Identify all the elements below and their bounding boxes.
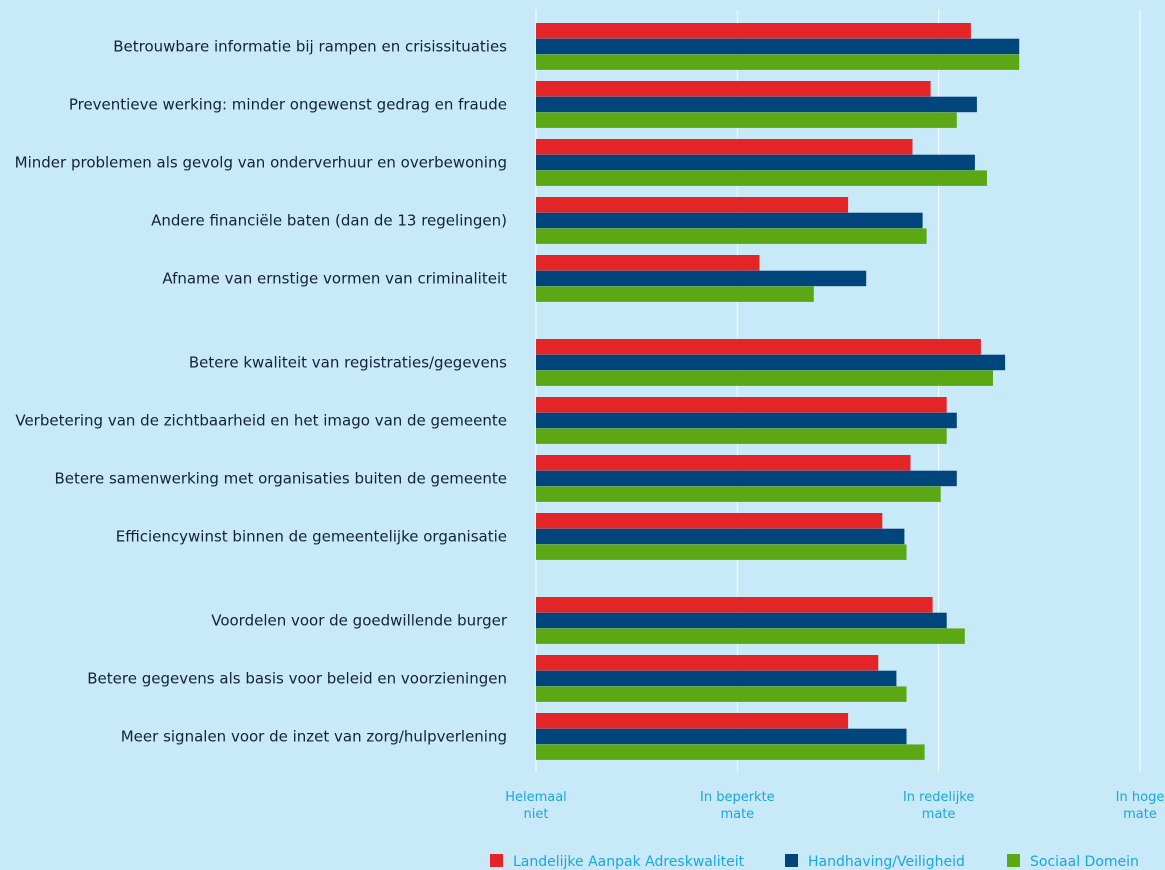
category-label-8: Betere samenwerking met organisaties bui… bbox=[55, 469, 508, 487]
tick-label-2-line-1: In beperkte bbox=[700, 790, 775, 805]
bar-1-category-12 bbox=[536, 713, 849, 729]
bar-3-category-12 bbox=[536, 744, 925, 760]
legend-label-1: Landelijke Aanpak Adreskwaliteit bbox=[513, 854, 745, 870]
bar-3-category-4 bbox=[536, 228, 927, 244]
tick-label-1-line-1: Helemaal bbox=[505, 790, 567, 805]
bar-1-category-8 bbox=[536, 455, 911, 471]
category-labels: Betrouwbare informatie bij rampen en cri… bbox=[15, 38, 508, 746]
bar-3-category-2 bbox=[536, 112, 957, 128]
bar-1-category-2 bbox=[536, 81, 931, 97]
bar-2-category-10 bbox=[536, 612, 947, 629]
bar-2-category-6 bbox=[536, 354, 1006, 371]
legend: Landelijke Aanpak Adreskwaliteit Handhavi… bbox=[490, 854, 1139, 870]
legend-label-3: Sociaal Domein bbox=[1030, 854, 1139, 870]
bar-3-category-11 bbox=[536, 686, 907, 702]
category-label-12: Meer signalen voor de inzet van zorg/hul… bbox=[121, 728, 507, 746]
bar-1-category-5 bbox=[536, 255, 760, 271]
bar-2-category-7 bbox=[536, 412, 957, 429]
category-label-2: Preventieve werking: minder ongewenst ge… bbox=[69, 96, 507, 114]
bar-1-category-4 bbox=[536, 197, 849, 213]
bar-3-category-10 bbox=[536, 628, 965, 644]
legend-swatch-2 bbox=[785, 854, 798, 867]
bar-2-category-9 bbox=[536, 528, 905, 545]
bar-1-category-9 bbox=[536, 513, 883, 529]
category-label-11: Betere gegevens als basis voor beleid en… bbox=[87, 670, 507, 688]
bar-2-category-12 bbox=[536, 728, 907, 745]
category-label-9: Efficiencywinst binnen de gemeentelijke … bbox=[116, 528, 507, 546]
gridlines bbox=[535, 10, 1141, 772]
legend-label-2: Handhaving/Veiligheid bbox=[808, 854, 965, 870]
tick-label-3-line-1: In redelijke bbox=[903, 790, 974, 805]
bar-1-category-3 bbox=[536, 139, 913, 155]
bar-3-category-3 bbox=[536, 170, 987, 186]
bar-2-category-3 bbox=[536, 154, 975, 171]
category-label-6: Betere kwaliteit van registraties/gegeve… bbox=[189, 353, 507, 371]
category-label-5: Afname van ernstige vormen van criminali… bbox=[162, 269, 507, 287]
bar-3-category-7 bbox=[536, 428, 947, 444]
bar-3-category-5 bbox=[536, 286, 814, 302]
legend-swatch-1 bbox=[490, 854, 503, 867]
bar-3-category-1 bbox=[536, 54, 1020, 70]
bar-1-category-11 bbox=[536, 655, 879, 671]
category-label-4: Andere financiële baten (dan de 13 regel… bbox=[151, 211, 507, 229]
bar-1-category-7 bbox=[536, 397, 947, 413]
bar-2-category-1 bbox=[536, 38, 1020, 55]
bar-2-category-8 bbox=[536, 470, 957, 487]
bar-1-category-1 bbox=[536, 23, 971, 39]
bar-3-category-6 bbox=[536, 370, 993, 386]
tick-label-3-line-2: mate bbox=[922, 807, 956, 822]
tick-label-2-line-2: mate bbox=[720, 807, 754, 822]
bar-2-category-5 bbox=[536, 270, 867, 287]
x-axis-tick-labels: Helemaal niet In beperkte mate In redelijke m… bbox=[505, 790, 1164, 822]
tick-label-4-line-2: mate bbox=[1123, 807, 1157, 822]
legend-swatch-3 bbox=[1007, 854, 1020, 867]
category-label-7: Verbetering van de zichtbaarheid en het … bbox=[15, 411, 507, 429]
category-label-3: Minder problemen als gevolg van onderver… bbox=[15, 153, 507, 171]
bar-2-category-11 bbox=[536, 670, 897, 687]
bars bbox=[536, 23, 1020, 760]
bar-2-category-4 bbox=[536, 212, 923, 229]
bar-3-category-9 bbox=[536, 544, 907, 560]
category-label-1: Betrouwbare informatie bij rampen en cri… bbox=[113, 38, 507, 56]
bar-1-category-10 bbox=[536, 597, 933, 613]
bar-2-category-2 bbox=[536, 96, 977, 113]
bar-3-category-8 bbox=[536, 486, 941, 502]
tick-label-4-line-1: In hoge bbox=[1116, 790, 1165, 805]
tick-label-1-line-2: niet bbox=[524, 807, 549, 822]
bar-1-category-6 bbox=[536, 339, 981, 355]
category-label-10: Voordelen voor de goedwillende burger bbox=[211, 612, 508, 630]
